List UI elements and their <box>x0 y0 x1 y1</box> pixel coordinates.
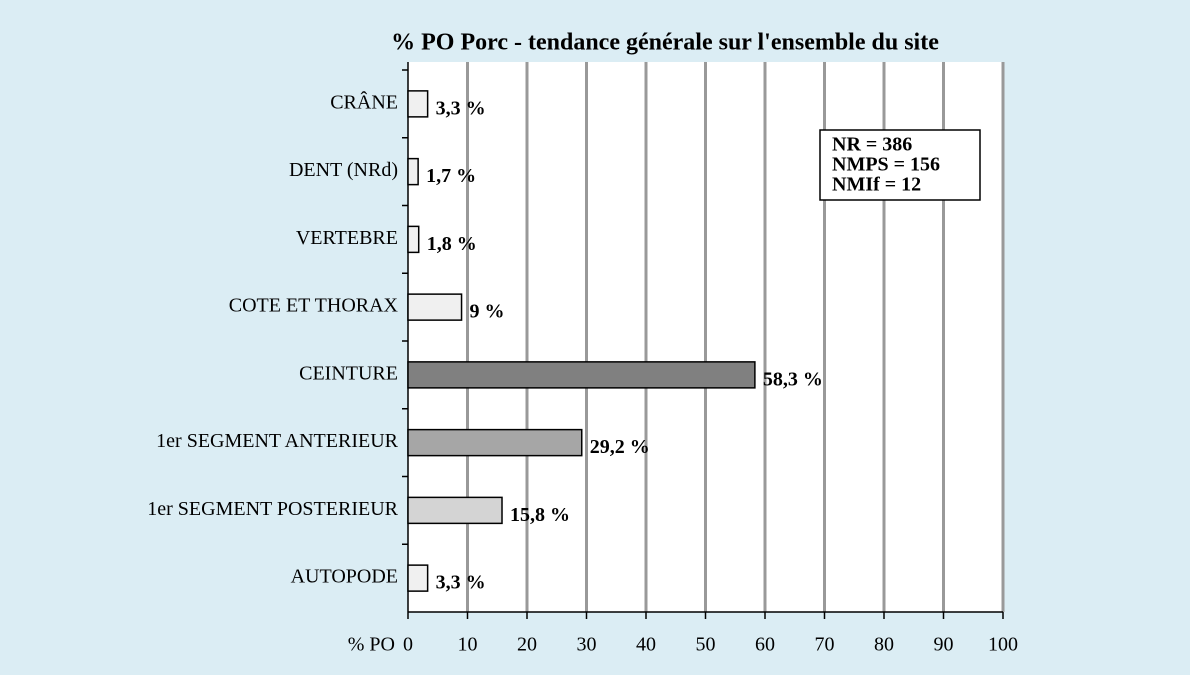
bar <box>407 90 429 118</box>
bar <box>407 293 463 321</box>
chart-title: % PO Porc - tendance générale sur l'ense… <box>391 30 939 56</box>
y-tick-label: DENT (NRd) <box>289 159 398 181</box>
x-tick-label: 30 <box>577 634 597 656</box>
x-tick-label: 0 <box>403 634 413 656</box>
x-tick-label: 80 <box>874 634 894 656</box>
bar <box>407 564 429 592</box>
y-tick-label: AUTOPODE <box>291 566 398 588</box>
annotation: NMPS = 156 <box>832 154 940 176</box>
x-tick-label: 10 <box>458 634 478 656</box>
value-label: 9 % <box>470 301 505 323</box>
x-axis-label: % PO <box>348 634 395 656</box>
y-tick-label: VERTEBRE <box>296 227 398 249</box>
annotation-box <box>819 129 981 201</box>
bar <box>407 157 419 186</box>
bar <box>407 496 503 525</box>
bar <box>407 361 756 389</box>
y-tick-label: COTE ET THORAX <box>229 295 399 317</box>
x-tick-label: 70 <box>815 634 835 656</box>
x-tick-label: 60 <box>755 634 775 656</box>
x-tick-label: 100 <box>988 634 1018 656</box>
y-tick-label: CEINTURE <box>299 362 398 384</box>
bar <box>407 225 420 254</box>
x-tick-label: 40 <box>636 634 656 656</box>
annotation: NMIf = 12 <box>832 174 921 196</box>
bar <box>407 428 583 457</box>
x-tick-label: 90 <box>934 634 954 656</box>
value-label: 15,8 % <box>510 504 570 526</box>
value-label: 58,3 % <box>763 368 823 390</box>
value-label: 3,3 % <box>436 97 486 119</box>
value-label: 1,8 % <box>427 233 477 255</box>
value-label: 1,7 % <box>426 165 476 187</box>
y-tick-label: 1er SEGMENT ANTERIEUR <box>156 430 398 452</box>
y-tick-label: 1er SEGMENT POSTERIEUR <box>147 498 398 520</box>
value-label: 29,2 % <box>590 436 650 458</box>
x-tick-label: 50 <box>696 634 716 656</box>
value-label: 3,3 % <box>436 572 486 594</box>
y-tick-label: CRÂNE <box>330 90 398 113</box>
annotation: NR = 386 <box>832 134 912 156</box>
x-tick-label: 20 <box>517 634 537 656</box>
